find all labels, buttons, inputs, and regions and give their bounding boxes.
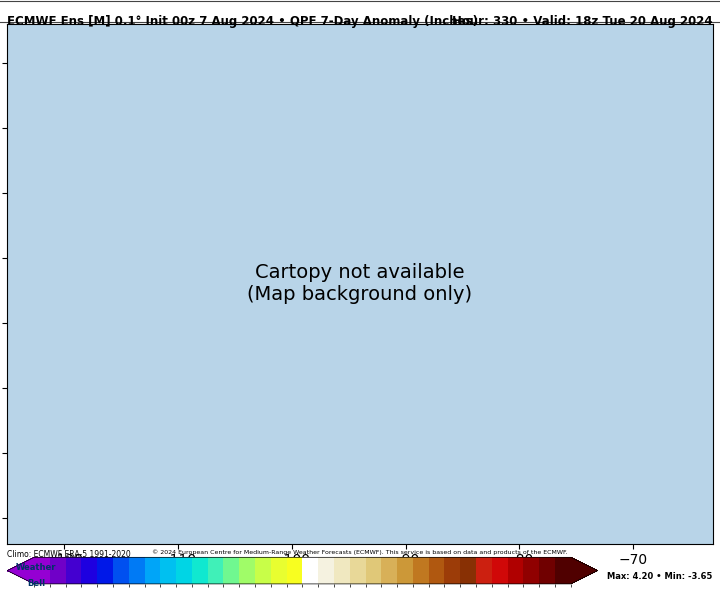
PathPatch shape — [571, 557, 598, 584]
Text: Weather: Weather — [16, 563, 56, 573]
Text: Hour: 330 • Valid: 18z Tue 20 Aug 2024: Hour: 330 • Valid: 18z Tue 20 Aug 2024 — [452, 15, 713, 28]
Text: Cartopy not available
(Map background only): Cartopy not available (Map background on… — [248, 263, 472, 304]
Text: Bell: Bell — [27, 579, 45, 588]
Text: Max: 4.20 • Min: -3.65: Max: 4.20 • Min: -3.65 — [608, 571, 713, 581]
PathPatch shape — [7, 557, 34, 584]
Text: Climo: ECMWF ERA-5 1991-2020: Climo: ECMWF ERA-5 1991-2020 — [7, 550, 131, 558]
Text: © 2024 European Centre for Medium-Range Weather Forecasts (ECMWF). This service : © 2024 European Centre for Medium-Range … — [152, 550, 568, 556]
Text: ECMWF Ens [M] 0.1° Init 00z 7 Aug 2024 • QPF 7-Day Anomaly (Inches): ECMWF Ens [M] 0.1° Init 00z 7 Aug 2024 •… — [7, 15, 478, 28]
